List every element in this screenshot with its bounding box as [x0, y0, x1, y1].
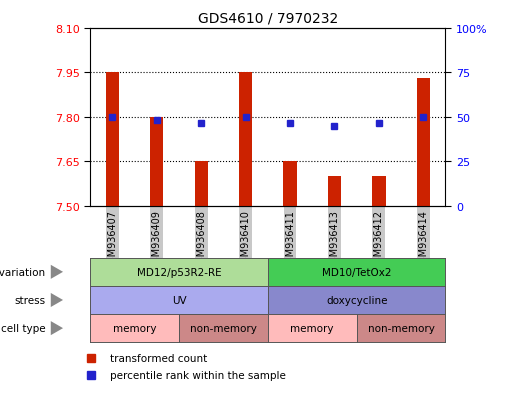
Title: GDS4610 / 7970232: GDS4610 / 7970232 — [198, 11, 338, 25]
Polygon shape — [51, 293, 63, 307]
Bar — [239, 74, 252, 206]
Polygon shape — [51, 265, 63, 279]
Text: non-memory: non-memory — [190, 323, 257, 333]
Text: stress: stress — [14, 295, 45, 305]
Text: memory: memory — [290, 323, 334, 333]
Text: percentile rank within the sample: percentile rank within the sample — [110, 370, 286, 380]
Bar — [372, 177, 386, 206]
Text: MD10/TetOx2: MD10/TetOx2 — [322, 267, 391, 277]
Text: transformed count: transformed count — [110, 353, 207, 363]
Polygon shape — [51, 321, 63, 335]
Text: genotype/variation: genotype/variation — [0, 267, 45, 277]
Text: doxycycline: doxycycline — [326, 295, 387, 305]
Text: memory: memory — [113, 323, 156, 333]
Bar — [417, 79, 430, 206]
Bar — [195, 162, 208, 206]
Text: cell type: cell type — [1, 323, 45, 333]
Bar — [106, 74, 119, 206]
Bar — [328, 177, 341, 206]
Bar — [283, 162, 297, 206]
Bar — [150, 118, 163, 206]
Text: MD12/p53R2-RE: MD12/p53R2-RE — [136, 267, 221, 277]
Text: non-memory: non-memory — [368, 323, 435, 333]
Text: UV: UV — [171, 295, 186, 305]
